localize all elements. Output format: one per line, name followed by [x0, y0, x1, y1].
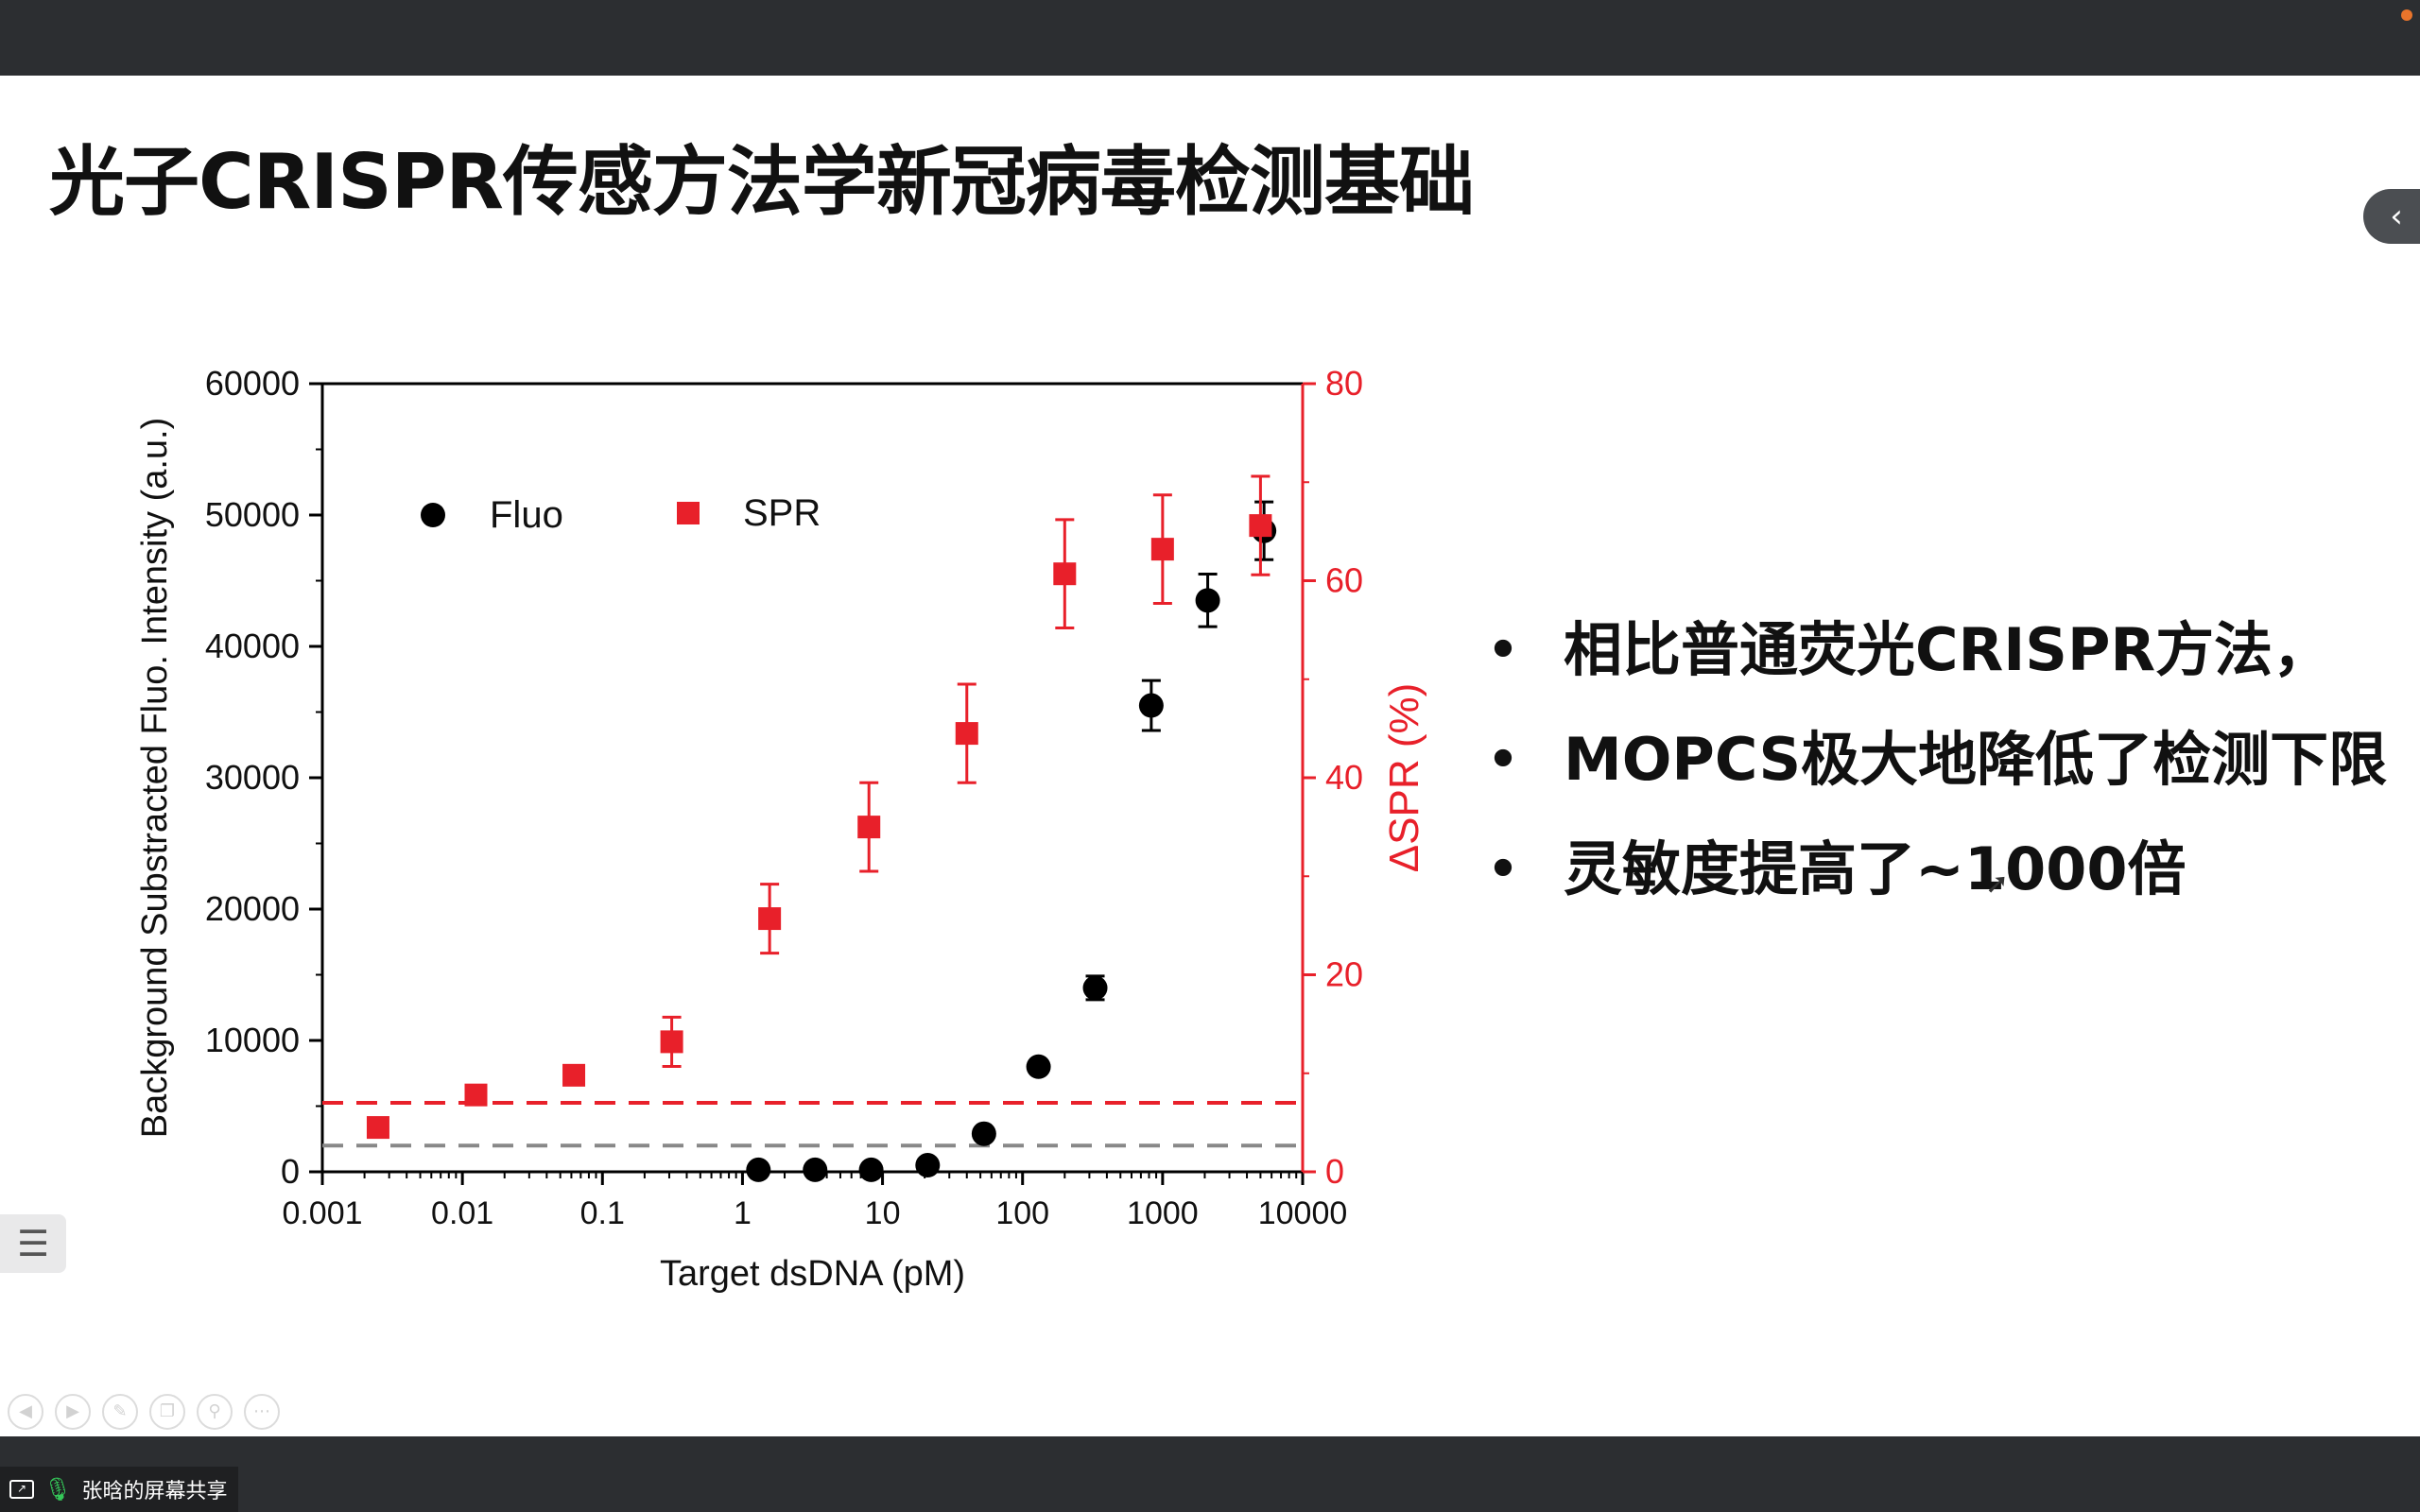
legend-spr-label: SPR [743, 492, 821, 534]
slide-toolbar: ◀ ▶ ✎ ❐ ⚲ ⋯ [8, 1394, 280, 1432]
fluo-point [915, 1153, 941, 1178]
x-tick-label: 1 [734, 1195, 752, 1231]
fluo-point [1026, 1054, 1051, 1079]
x-tick-label: 0.001 [282, 1195, 362, 1231]
bullet-text: 灵敏度提高了~1000倍 [1564, 834, 2187, 903]
y-left-tick-label: 20000 [205, 889, 300, 928]
outline-list-icon[interactable]: ☰ [0, 1214, 66, 1273]
spr-point [660, 1030, 683, 1054]
microphone-icon: 🎙 [43, 1476, 73, 1503]
fluo-point [1082, 975, 1108, 1001]
legend-fluo-label: Fluo [490, 494, 563, 536]
fluo-point [746, 1157, 771, 1182]
x-tick-label: 10 [865, 1195, 901, 1231]
prev-icon[interactable]: ◀ [8, 1394, 43, 1430]
bullet-marker: • [1487, 731, 1519, 788]
bullet-list: • 相比普通荧光CRISPR方法， • MOPCS极大地降低了检测下限 • 灵敏度提高… [1484, 595, 2387, 924]
share-label: 张晗的屏幕共享 [81, 1480, 228, 1503]
spr-point [1053, 562, 1077, 586]
y-right-tick-label: 80 [1325, 364, 1363, 403]
fluo-point [1138, 693, 1164, 718]
x-tick-label: 100 [995, 1195, 1049, 1231]
more-icon[interactable]: ⋯ [244, 1394, 280, 1430]
bullet-marker: • [1487, 622, 1519, 679]
copy-icon[interactable]: ❐ [149, 1394, 185, 1430]
chevron-left-icon[interactable]: ‹ [2363, 189, 2420, 244]
y-right-tick-label: 0 [1325, 1152, 1344, 1191]
pen-icon[interactable]: ✎ [102, 1394, 138, 1430]
spr-point [464, 1083, 488, 1107]
next-icon[interactable]: ▶ [55, 1394, 91, 1430]
zoom-icon[interactable]: ⚲ [197, 1394, 233, 1430]
bullet-item: • MOPCS极大地降低了检测下限 [1484, 705, 2387, 815]
y-left-axis-title: Background Substracted Fluo. Intensity (… [135, 418, 175, 1139]
x-axis-title: Target dsDNA (pM) [660, 1254, 965, 1294]
fluo-point [971, 1121, 996, 1146]
screen-share-badge[interactable]: ↗ 🎙 张晗的屏幕共享 [0, 1467, 239, 1512]
top-bar [0, 0, 2420, 76]
y-left-tick-label: 50000 [205, 495, 300, 534]
y-right-tick-label: 60 [1325, 561, 1363, 600]
spr-point [366, 1116, 389, 1140]
bullet-text: 相比普通荧光CRISPR方法， [1564, 615, 2332, 684]
fluo-point [803, 1157, 828, 1182]
spr-point [955, 722, 978, 746]
spr-point [857, 816, 881, 839]
presentation-slide: 光子CRISPR传感方法学新冠病毒检测基础 0.001 0.01 0.1 1 10 100… [0, 76, 2420, 1436]
bottom-bar: ↗ 🎙 张晗的屏幕共享 [0, 1436, 2420, 1512]
x-tick-label: 10000 [1258, 1195, 1348, 1231]
mouse-cursor-icon: ➚ [1985, 868, 2010, 901]
spr-point [758, 907, 782, 931]
bullet-marker: • [1487, 841, 1519, 898]
dual-axis-chart: 0.001 0.01 0.1 1 10 100 1000 10000 0 10000 20000 30… [135, 364, 1427, 1294]
y-right-tick-label: 20 [1325, 955, 1363, 994]
y-left-tick-label: 0 [281, 1152, 300, 1191]
y-left-tick-label: 40000 [205, 627, 300, 665]
legend-spr-marker [677, 502, 700, 524]
bullet-item: • 灵敏度提高了~1000倍 [1484, 815, 2387, 924]
y-left-tick-label: 60000 [205, 364, 300, 403]
bullet-text: MOPCS极大地降低了检测下限 [1564, 725, 2388, 794]
x-tick-label: 0.01 [431, 1195, 493, 1231]
spr-point [1249, 514, 1272, 538]
fluo-point [858, 1157, 884, 1182]
notification-dot [2401, 9, 2412, 21]
y-left-tick-label: 30000 [205, 758, 300, 797]
y-right-axis-title: ΔSPR (%) [1381, 683, 1427, 873]
x-tick-label: 1000 [1127, 1195, 1199, 1231]
spr-point [1150, 538, 1174, 561]
bullet-item: • 相比普通荧光CRISPR方法， [1484, 595, 2387, 705]
legend-fluo-marker [421, 503, 445, 527]
fluo-point [1195, 588, 1220, 613]
y-left-tick-label: 10000 [205, 1021, 300, 1059]
x-tick-label: 0.1 [580, 1195, 625, 1231]
slide-title: 光子CRISPR传感方法学新冠病毒检测基础 [49, 138, 1475, 226]
screen-share-icon: ↗ [9, 1480, 34, 1499]
y-right-tick-label: 40 [1325, 758, 1363, 797]
spr-point [562, 1063, 586, 1087]
